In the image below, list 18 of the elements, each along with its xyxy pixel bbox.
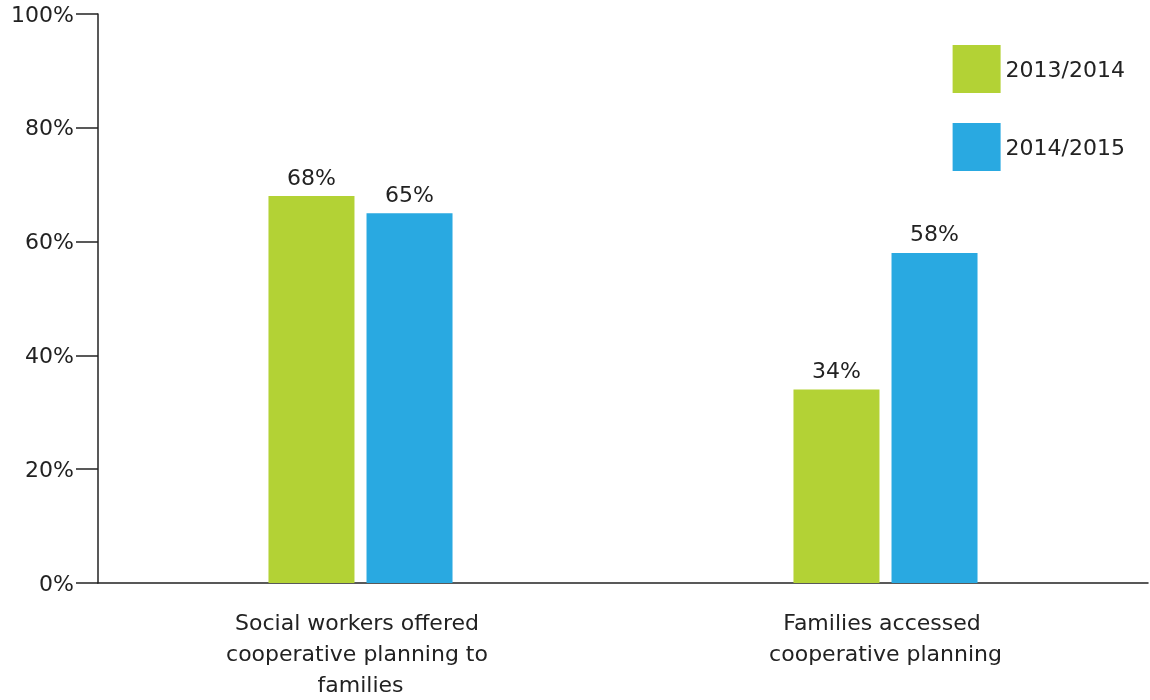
y-tick-label: 60% (25, 229, 74, 255)
x-tick-label: Social workers offered cooperative planning to families (226, 610, 495, 697)
bar (793, 389, 880, 583)
y-tick-label: 80% (25, 115, 74, 141)
legend-label: 2013/2014 (1005, 56, 1125, 82)
y-tick-label: 20% (25, 456, 74, 482)
data-label: 58% (910, 221, 959, 247)
data-label: 34% (812, 358, 861, 384)
legend-label: 2014/2015 (1005, 134, 1125, 160)
y-tick-label: 0% (39, 570, 74, 596)
bar (891, 252, 978, 583)
data-label: 68% (287, 164, 336, 190)
bar (366, 213, 453, 583)
x-tick-label: Families accessed cooperative planning (769, 610, 1002, 666)
data-label: 65% (385, 181, 434, 207)
y-tick-label: 100% (11, 1, 74, 27)
bar (268, 196, 355, 583)
y-tick-label: 40% (25, 342, 74, 368)
